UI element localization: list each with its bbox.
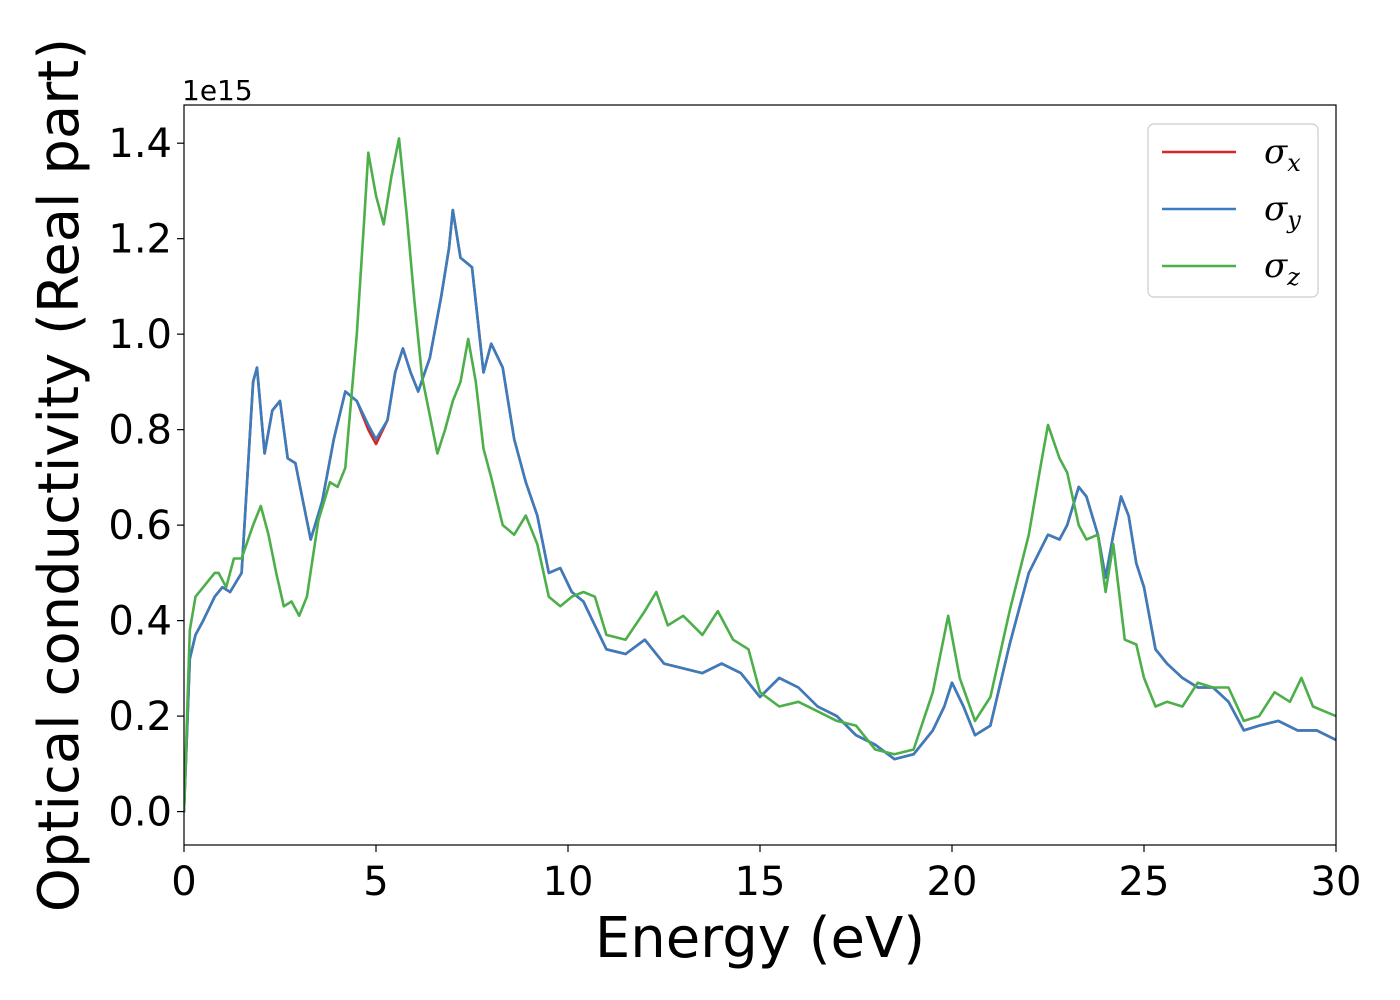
legend-subscript: x — [1287, 149, 1301, 177]
legend-subscript: z — [1286, 263, 1300, 291]
x-axis-ticks: 0 5 10 15 20 25 30 — [171, 845, 1361, 905]
legend-frame — [1147, 123, 1319, 298]
x-tick-label: 30 — [1311, 859, 1362, 905]
y-tick-label: 0.8 — [108, 408, 172, 454]
legend-symbol: σ — [1264, 189, 1288, 229]
legend-symbol: σ — [1264, 246, 1288, 286]
legend-label-y: σy — [1264, 189, 1301, 234]
y-tick-label: 0.6 — [108, 503, 172, 549]
y-offset-label: 1e15 — [182, 74, 253, 107]
series-layer — [184, 137, 1336, 813]
legend-subscript: y — [1286, 206, 1301, 234]
x-tick-label: 25 — [1119, 859, 1170, 905]
x-tick-label: 15 — [735, 859, 786, 905]
x-axis-label: Energy (eV) — [595, 906, 925, 971]
y-tick-label: 1.4 — [108, 121, 172, 167]
x-tick-label: 0 — [171, 859, 196, 905]
legend-label-x: σx — [1264, 132, 1301, 177]
legend-symbol: σ — [1264, 132, 1288, 172]
y-tick-label: 0.2 — [108, 694, 172, 740]
x-tick-label: 5 — [363, 859, 388, 905]
y-axis-label: Optical conductivity (Real part) — [27, 38, 92, 912]
series-line-z — [184, 137, 1336, 813]
y-tick-label: 1.2 — [108, 217, 172, 263]
y-axis-ticks: 0.0 0.2 0.4 0.6 0.8 1.0 1.2 1.4 — [108, 121, 184, 836]
y-tick-label: 1.0 — [108, 312, 172, 358]
legend-label-z: σz — [1264, 246, 1300, 291]
x-tick-label: 20 — [927, 859, 978, 905]
y-tick-label: 0.0 — [108, 790, 172, 836]
series-line-y — [184, 208, 1336, 813]
y-tick-label: 0.4 — [108, 599, 172, 645]
x-tick-label: 10 — [543, 859, 594, 905]
